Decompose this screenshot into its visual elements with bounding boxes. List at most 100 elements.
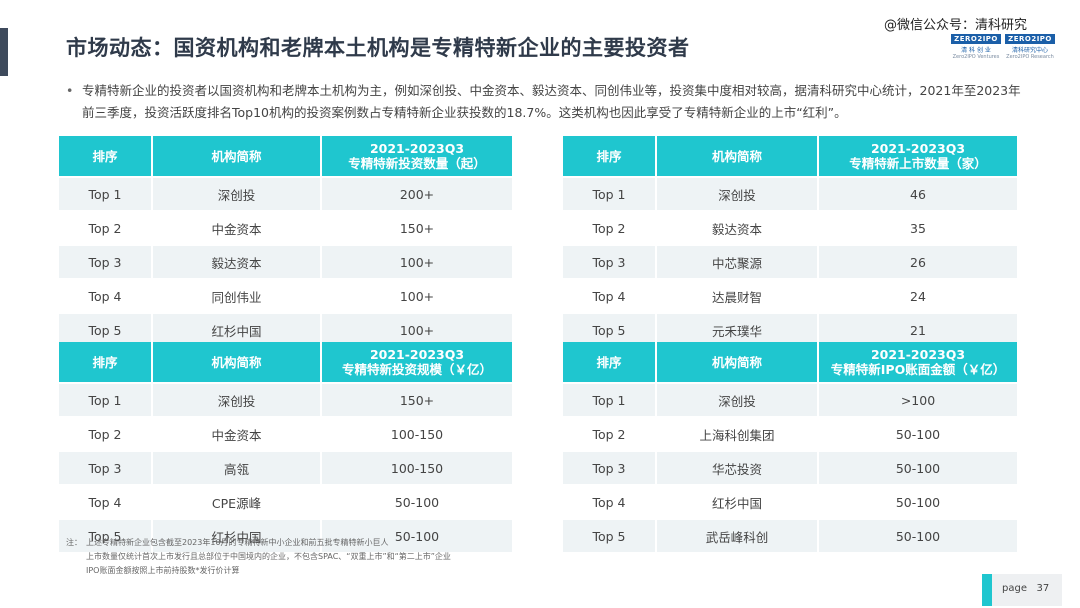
page-number: page 37 — [1002, 583, 1050, 594]
table-row: Top 5 元禾璞华 21 — [563, 312, 1017, 346]
table-row: Top 2 中金资本 150+ — [59, 210, 512, 245]
rank-cell: Top 4 — [563, 484, 656, 519]
table-row: Top 5 武岳峰科创 50-100 — [563, 518, 1017, 552]
institution-cell: 深创投 — [151, 382, 321, 417]
institution-cell: 红杉中国 — [151, 312, 321, 346]
rank-cell: Top 4 — [59, 484, 152, 519]
zero2ipo-research-logo: ZERO2IPO 清科研究中心 Zero2IPO Research — [1005, 34, 1055, 62]
table-row: Top 4 红杉中国 50-100 — [563, 484, 1017, 519]
institution-cell: 深创投 — [151, 176, 321, 211]
value-cell: 35 — [817, 210, 1017, 245]
footnote-line: 上市数量仅统计首次上市发行且总部位于中国境内的企业，不包含SPAC、“双重上市”… — [86, 552, 451, 561]
table-row: Top 2 上海科创集团 50-100 — [563, 416, 1017, 451]
zero2ipo-ventures-logo: ZERO2IPO 清 科 创 业 Zero2IPO Ventures — [951, 34, 1001, 62]
header-institution: 机构简称 — [151, 342, 321, 383]
table-row: Top 1 深创投 200+ — [59, 176, 512, 211]
value-cell: 150+ — [320, 210, 512, 245]
table-row: Top 4 达晨财智 24 — [563, 278, 1017, 313]
value-cell: 24 — [817, 278, 1017, 313]
table-investment-count: 排序 机构简称 2021-2023Q3 专精特新投资数量（起） Top 1 深创投… — [59, 136, 512, 346]
institution-cell: 红杉中国 — [151, 518, 321, 552]
value-cell: 50-100 — [817, 518, 1017, 552]
rank-cell: Top 3 — [59, 450, 152, 485]
rank-cell: Top 1 — [59, 382, 152, 417]
rank-cell: Top 3 — [563, 450, 656, 485]
rank-cell: Top 3 — [59, 244, 152, 279]
institution-cell: 深创投 — [655, 382, 818, 417]
table-row: Top 3 毅达资本 100+ — [59, 244, 512, 279]
institution-cell: 深创投 — [655, 176, 818, 211]
bullet-icon: • — [66, 83, 74, 98]
value-cell: 100+ — [320, 312, 512, 346]
rank-cell: Top 1 — [563, 176, 656, 211]
value-cell: 50-100 — [320, 484, 512, 519]
rank-cell: Top 1 — [563, 382, 656, 417]
institution-cell: 元禾璞华 — [655, 312, 818, 346]
header-rank: 排序 — [59, 136, 152, 177]
value-cell: 26 — [817, 244, 1017, 279]
value-cell: 50-100 — [817, 416, 1017, 451]
table-row: Top 3 中芯聚源 26 — [563, 244, 1017, 279]
institution-cell: 武岳峰科创 — [655, 518, 818, 552]
title-accent-bar — [0, 28, 8, 76]
value-cell: 150+ — [320, 382, 512, 417]
institution-cell: 同创伟业 — [151, 278, 321, 313]
table-row: Top 2 中金资本 100-150 — [59, 416, 512, 451]
page-number-box — [982, 574, 1062, 606]
watermark: @微信公众号：清科研究 — [884, 18, 1028, 33]
table-row: Top 5 红杉中国 100+ — [59, 312, 512, 346]
institution-cell: CPE源峰 — [151, 484, 321, 519]
rank-cell: Top 3 — [563, 244, 656, 279]
table-ipo-count: 排序 机构简称 2021-2023Q3 专精特新上市数量（家） Top 1 深创投… — [563, 136, 1017, 346]
footnote: 注： 上述专精特新企业包含截至2023年10月的专精特新中小企业和前五批专精特新… — [66, 536, 451, 578]
value-cell: >100 — [817, 382, 1017, 417]
rank-cell: Top 2 — [59, 210, 152, 245]
header-institution: 机构简称 — [151, 136, 321, 177]
header-rank: 排序 — [563, 136, 656, 177]
institution-cell: 上海科创集团 — [655, 416, 818, 451]
rank-cell: Top 1 — [59, 176, 152, 211]
value-cell: 50-100 — [817, 484, 1017, 519]
rank-cell: Top 5 — [59, 518, 152, 552]
institution-cell: 高瓴 — [151, 450, 321, 485]
header-metric: 2021-2023Q3 专精特新上市数量（家） — [817, 136, 1017, 177]
rank-cell: Top 2 — [59, 416, 152, 451]
table-row: Top 4 同创伟业 100+ — [59, 278, 512, 313]
table-row: Top 4 CPE源峰 50-100 — [59, 484, 512, 519]
footnote-line: 上述专精特新企业包含截至2023年10月的专精特新中小企业和前五批专精特新小巨人 — [86, 538, 389, 547]
rank-cell: Top 2 — [563, 210, 656, 245]
logo-text-bot: Zero2IPO Research — [1006, 54, 1054, 60]
table-row: Top 1 深创投 46 — [563, 176, 1017, 211]
value-cell: 50-100 — [320, 518, 512, 552]
table-row: Top 1 深创投 >100 — [563, 382, 1017, 417]
value-cell: 100-150 — [320, 450, 512, 485]
rank-cell: Top 5 — [563, 518, 656, 552]
value-cell: 100-150 — [320, 416, 512, 451]
value-cell: 100+ — [320, 278, 512, 313]
institution-cell: 华芯投资 — [655, 450, 818, 485]
table-ipo-book-value: 排序 机构简称 2021-2023Q3 专精特新IPO账面金额（￥亿） Top … — [563, 342, 1017, 552]
value-cell: 50-100 — [817, 450, 1017, 485]
page-number-accent — [982, 574, 992, 606]
rank-cell: Top 2 — [563, 416, 656, 451]
logo-text-top: ZERO2IPO — [1005, 34, 1055, 44]
logo-text-top: ZERO2IPO — [951, 34, 1001, 44]
table-row: Top 3 高瓴 100-150 — [59, 450, 512, 485]
institution-cell: 毅达资本 — [151, 244, 321, 279]
institution-cell: 红杉中国 — [655, 484, 818, 519]
institution-cell: 中芯聚源 — [655, 244, 818, 279]
footnote-line: IPO账面金额按照上市前持股数*发行价计算 — [86, 566, 240, 575]
institution-cell: 中金资本 — [151, 416, 321, 451]
header-rank: 排序 — [59, 342, 152, 383]
institution-cell: 中金资本 — [151, 210, 321, 245]
table-row: Top 5 红杉中国 50-100 — [59, 518, 512, 552]
logo-text-mid: 清科研究中心 — [1011, 47, 1048, 54]
institution-cell: 毅达资本 — [655, 210, 818, 245]
header-metric: 2021-2023Q3 专精特新IPO账面金额（￥亿） — [817, 342, 1017, 383]
header-metric: 2021-2023Q3 专精特新投资规模（￥亿） — [320, 342, 512, 383]
header-institution: 机构简称 — [655, 342, 818, 383]
value-cell: 200+ — [320, 176, 512, 211]
footnote-label: 注： — [66, 538, 82, 547]
table-row: Top 1 深创投 150+ — [59, 382, 512, 417]
value-cell: 100+ — [320, 244, 512, 279]
